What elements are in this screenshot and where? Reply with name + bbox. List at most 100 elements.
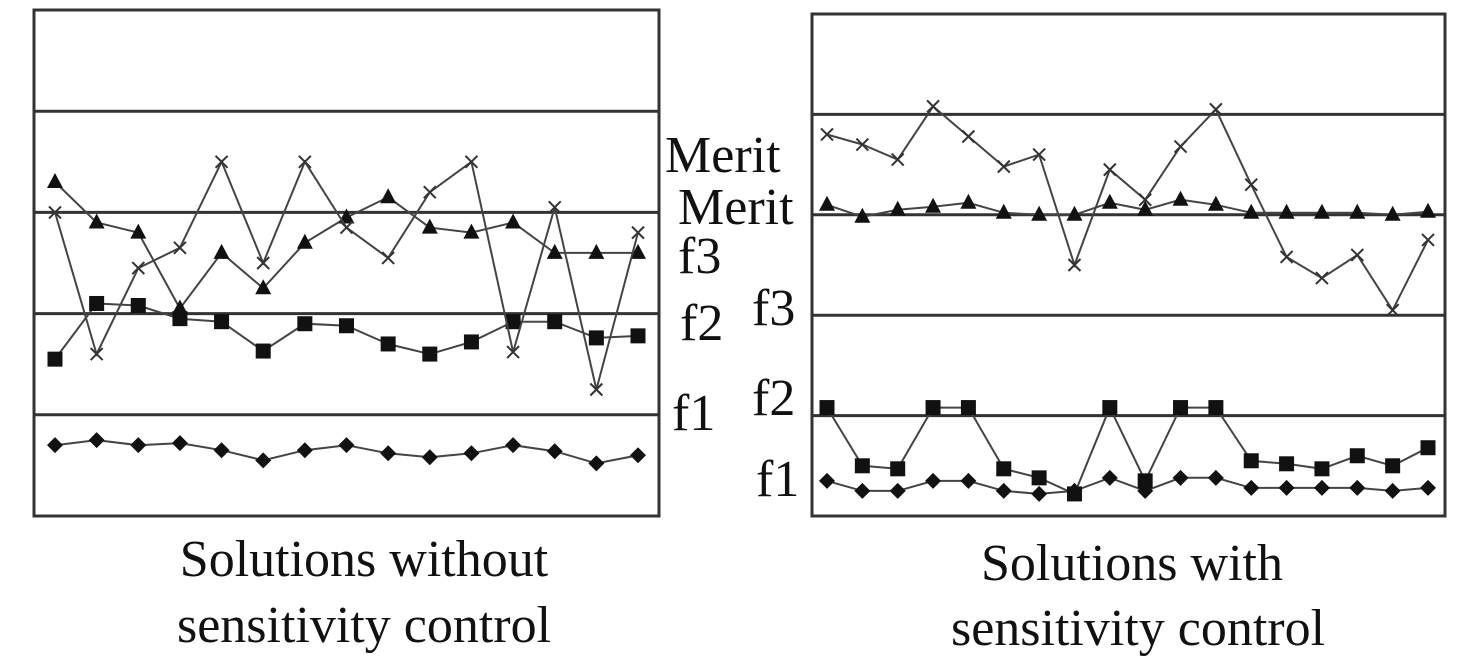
point-merit-2: [89, 347, 104, 361]
series-merit: [820, 99, 1435, 317]
point-merit-3: [890, 152, 905, 167]
series-f3: [819, 190, 1436, 223]
point-f3-4: [925, 197, 942, 213]
series-label-f3: f3: [678, 228, 721, 285]
point-f3-10: [1137, 200, 1154, 216]
series-label-f1: f1: [672, 385, 715, 442]
point-f2-10: [422, 346, 438, 362]
point-f2-6: [255, 343, 271, 359]
point-f1-15: [1313, 479, 1330, 496]
point-f2-7: [1031, 470, 1047, 486]
point-f2-11: [1173, 400, 1189, 416]
point-f2-18: [1420, 440, 1436, 456]
point-merit-15: [1315, 271, 1329, 285]
point-f1-13: [546, 443, 563, 460]
series-f1: [819, 469, 1436, 502]
point-f3-8: [1066, 205, 1083, 221]
caption-line-2: sensitivity control: [177, 597, 551, 654]
gridlines: [812, 112, 1445, 418]
point-merit-9: [1103, 162, 1117, 177]
point-f3-6: [995, 203, 1012, 219]
point-f3-13: [546, 243, 563, 259]
caption-line-2: sensitivity control: [951, 600, 1325, 657]
point-merit-17: [1385, 303, 1400, 317]
point-f2-11: [463, 334, 479, 350]
point-f2-15: [1314, 461, 1330, 477]
point-f1-13: [1243, 479, 1260, 496]
point-f3-7: [296, 233, 313, 249]
point-f3-14: [588, 243, 605, 259]
line-f3: [826, 198, 1429, 218]
point-f2-1: [47, 351, 63, 367]
point-f3-10: [421, 218, 438, 234]
point-merit-4: [926, 99, 940, 114]
point-merit-15: [631, 225, 645, 240]
series-group: [819, 99, 1436, 502]
series-label-f2: f2: [752, 370, 795, 427]
point-merit-14: [1279, 250, 1294, 264]
point-f1-18: [1420, 479, 1436, 496]
point-f1-6: [995, 482, 1012, 499]
point-f1-15: [630, 447, 646, 464]
point-f2-13: [1243, 453, 1259, 469]
point-f2-1: [819, 400, 835, 416]
point-f2-16: [1349, 448, 1365, 464]
point-f3-6: [255, 279, 272, 295]
point-f2-4: [925, 400, 941, 416]
point-f1-9: [1101, 469, 1118, 486]
point-f1-16: [1349, 479, 1366, 496]
point-f1-9: [380, 445, 397, 462]
point-f2-8: [339, 318, 354, 334]
point-f2-12: [1208, 400, 1224, 416]
point-f1-1: [47, 437, 63, 454]
series-label-merit: Merit: [678, 179, 794, 236]
point-merit-6: [997, 159, 1011, 174]
series-labels: Merit f3 f2 f1: [678, 179, 799, 508]
point-merit-1: [820, 127, 834, 142]
point-f3-5: [960, 193, 977, 209]
point-f3-9: [1101, 193, 1118, 209]
series-label-f1: f1: [756, 451, 799, 508]
point-f2-9: [1102, 400, 1118, 416]
point-merit-14: [589, 382, 604, 397]
point-merit-7: [1032, 147, 1046, 162]
point-f1-10: [421, 449, 438, 466]
point-merit-7: [298, 155, 312, 169]
point-f2-10: [1137, 473, 1153, 489]
point-f1-6: [255, 452, 272, 469]
point-merit-9: [381, 251, 395, 265]
point-f3-13: [1243, 203, 1260, 219]
point-f3-7: [1031, 205, 1048, 221]
point-f1-11: [1172, 469, 1189, 486]
point-merit-5: [961, 129, 976, 144]
series-label-merit: Merit: [665, 127, 781, 184]
point-f3-4: [171, 299, 188, 315]
series-f2: [47, 295, 646, 367]
point-f2-12: [505, 314, 521, 330]
point-f2-13: [547, 314, 563, 330]
point-f2-2: [854, 458, 870, 474]
chart-panel-without-control: Merit f3 f2 f1 Solutions without sensiti…: [32, 8, 781, 654]
point-f3-2: [854, 207, 871, 223]
point-f3-9: [380, 188, 397, 204]
point-f2-17: [1385, 458, 1401, 474]
point-f1-3: [130, 437, 147, 454]
point-merit-2: [855, 137, 870, 152]
series-f3: [47, 173, 646, 315]
point-f3-1: [47, 173, 63, 189]
point-merit-18: [1421, 233, 1435, 247]
point-f1-12: [1207, 469, 1224, 486]
point-f1-7: [1031, 485, 1048, 502]
point-f1-14: [1278, 479, 1295, 496]
point-f2-3: [130, 298, 146, 314]
point-f2-7: [297, 316, 313, 332]
point-f1-12: [505, 437, 522, 454]
point-merit-12: [506, 345, 520, 359]
series-f1: [47, 432, 646, 472]
point-f3-15: [1313, 203, 1330, 219]
point-f3-14: [1278, 203, 1295, 219]
point-f1-8: [338, 437, 355, 454]
point-merit-16: [1350, 248, 1364, 262]
point-f1-4: [171, 435, 188, 452]
